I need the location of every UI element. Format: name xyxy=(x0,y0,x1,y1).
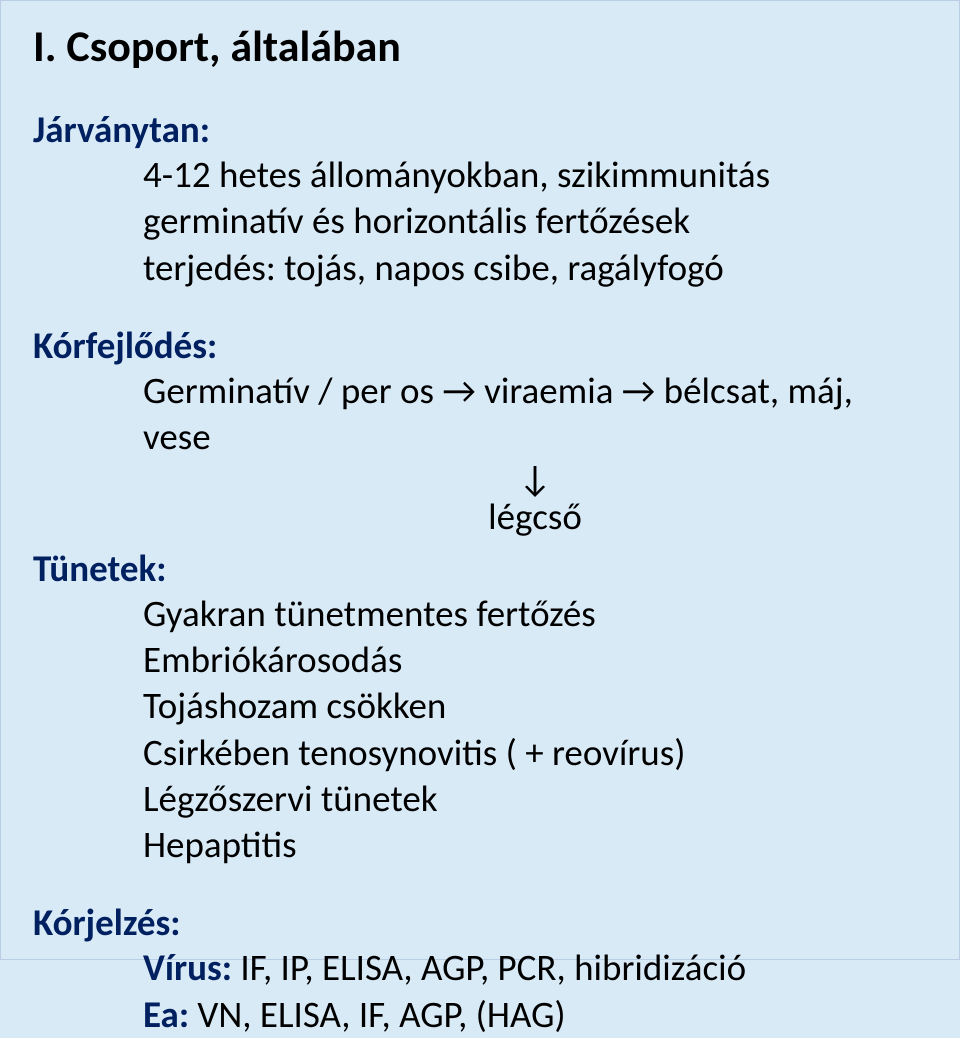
jarvanytan-line-1: 4-12 hetes állományokban, szikimmunitás xyxy=(33,152,927,198)
jarvanytan-line-2: germinatív és horizontális fertőzések xyxy=(33,198,927,244)
ea-rest: VN, ELISA, IF, AGP, (HAG) xyxy=(189,992,566,1037)
virus-rest: IF, IP, ELISA, AGP, PCR, hibridizáció xyxy=(232,945,746,990)
down-arrow-icon: ↓ xyxy=(33,460,927,497)
tunetek-line-4: Csirkében tenosynovitis ( + reovírus) xyxy=(33,730,927,776)
jarvanytan-label: Járványtan: xyxy=(33,107,927,152)
tunetek-line-2: Embriókárosodás xyxy=(33,637,927,683)
tunetek-line-3: Tojáshozam csökken xyxy=(33,683,927,729)
tunetek-line-6: Hepaptitis xyxy=(33,822,927,868)
korfejlodes-line-1: Germinatív / per os → viraemia → bélcsat… xyxy=(33,368,927,461)
virus-label: Vírus: xyxy=(143,945,232,990)
slide: I. Csoport, általában Járványtan: 4-12 h… xyxy=(0,0,960,960)
korfejlodes-line-2: légcső xyxy=(33,497,927,538)
ea-label: Ea: xyxy=(143,992,189,1037)
korjelzes-virus-line: Vírus: IF, IP, ELISA, AGP, PCR, hibridiz… xyxy=(33,945,927,991)
korjelzes-label: Kórjelzés: xyxy=(33,900,927,945)
tunetek-label: Tünetek: xyxy=(33,546,927,591)
korjelzes-ea-line: Ea: VN, ELISA, IF, AGP, (HAG) xyxy=(33,992,927,1038)
jarvanytan-line-3: terjedés: tojás, napos csibe, ragályfogó xyxy=(33,245,927,291)
slide-title: I. Csoport, általában xyxy=(33,19,927,73)
tunetek-line-1: Gyakran tünetmentes fertőzés xyxy=(33,591,927,637)
tunetek-line-5: Légzőszervi tünetek xyxy=(33,776,927,822)
korfejlodes-label: Kórfejlődés: xyxy=(33,323,927,368)
